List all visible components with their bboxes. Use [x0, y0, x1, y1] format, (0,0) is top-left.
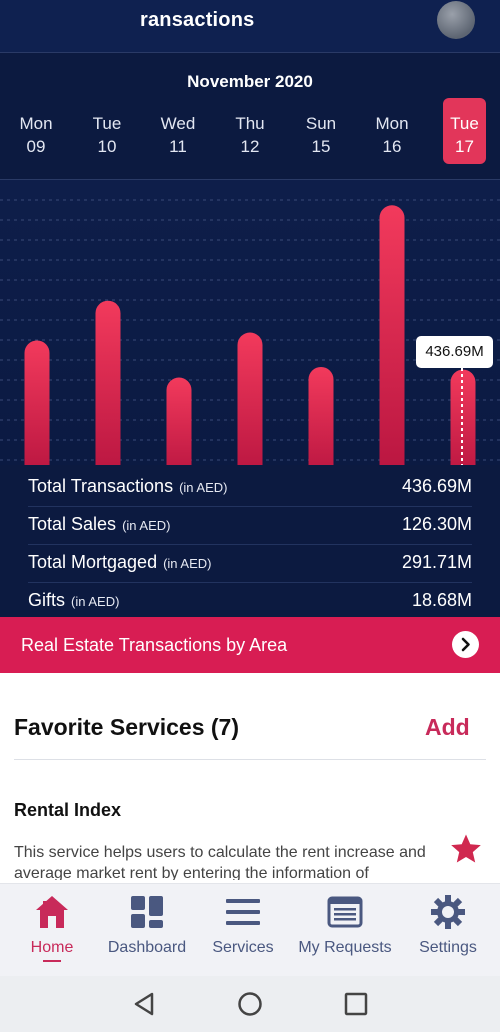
divider: [28, 582, 472, 583]
day-number: 17: [455, 137, 474, 156]
stat-value: 436.69M: [401, 476, 472, 496]
stat-unit: (in AED): [71, 594, 120, 609]
nav-label: Dashboard: [107, 939, 187, 956]
day-name: Mon: [375, 114, 409, 133]
chart-bar-16[interactable]: [379, 205, 405, 465]
day-selector-15[interactable]: Sun 15: [298, 112, 344, 158]
gear-icon: [430, 893, 466, 931]
month-label: November 2020: [187, 72, 313, 91]
favorites-title: Favorite Services (7): [14, 714, 240, 740]
home-icon: [34, 893, 70, 931]
active-tab-indicator: [43, 960, 61, 962]
chart-bar-10[interactable]: [95, 300, 121, 465]
chart-bar-11[interactable]: [166, 377, 192, 465]
chevron-right-icon[interactable]: [452, 631, 479, 658]
day-selector-10[interactable]: Tue 10: [84, 112, 130, 158]
nav-services[interactable]: Services: [195, 893, 291, 957]
divider: [0, 179, 500, 180]
day-name: Tue: [450, 114, 479, 133]
app-header: [0, 0, 500, 52]
transactions-bar-chart: [0, 199, 500, 466]
day-number: 15: [311, 137, 331, 156]
favorites-card: [0, 673, 500, 883]
stat-value: 18.68M: [411, 590, 472, 610]
page-title: ransactions: [140, 9, 255, 31]
day-selector-17[interactable]: Tue 17: [443, 98, 486, 164]
day-selector-11[interactable]: Wed 11: [155, 112, 201, 158]
back-icon[interactable]: [134, 992, 154, 1016]
day-number: 16: [382, 137, 402, 156]
nav-label: My Requests: [298, 939, 392, 956]
bar-value-tooltip: 436.69M: [416, 336, 493, 368]
day-number: 10: [97, 137, 117, 156]
day-selector-09[interactable]: Mon 09: [13, 112, 59, 158]
add-favorite-button[interactable]: Add: [425, 714, 470, 740]
stat-total-transactions: Total Transactions (in AED) 436.69M: [28, 476, 472, 497]
day-number: 12: [240, 137, 260, 156]
stat-value: 291.71M: [401, 552, 472, 572]
recents-icon[interactable]: [344, 992, 368, 1016]
day-name: Mon: [19, 114, 53, 133]
transactions-by-area-banner[interactable]: [0, 617, 500, 673]
nav-label: Services: [212, 939, 274, 956]
nav-my-requests[interactable]: My Requests: [293, 893, 397, 957]
day-selector-16[interactable]: Mon 16: [369, 112, 415, 158]
divider: [0, 52, 500, 53]
nav-dashboard[interactable]: Dashboard: [99, 893, 195, 957]
home-circle-icon[interactable]: [238, 992, 262, 1016]
avatar[interactable]: [437, 1, 475, 39]
chart-bar-09[interactable]: [24, 340, 50, 465]
stat-label: Total Sales: [28, 514, 117, 534]
divider: [28, 506, 472, 507]
day-name: Sun: [305, 114, 337, 133]
stat-label: Gifts: [28, 590, 66, 610]
divider: [14, 759, 486, 760]
stat-total-mortgaged: Total Mortgaged (in AED) 291.71M: [28, 552, 472, 573]
chart-bar-15[interactable]: [308, 366, 334, 465]
stat-gifts: Gifts (in AED) 18.68M: [28, 590, 472, 611]
stat-total-sales: Total Sales (in AED) 126.30M: [28, 514, 472, 535]
service-description: This service helps users to calculate th…: [14, 844, 426, 880]
day-name: Wed: [160, 114, 196, 133]
chart-bar-12[interactable]: [237, 332, 263, 466]
stat-unit: (in AED): [179, 480, 228, 495]
stats-panel: [0, 465, 500, 617]
day-number: 11: [169, 137, 187, 156]
nav-label: Home: [30, 939, 74, 956]
day-name: Thu: [235, 114, 265, 133]
nav-label: Settings: [419, 939, 477, 956]
day-number: 09: [26, 137, 46, 156]
banner-label: Real Estate Transactions by Area: [21, 635, 288, 655]
stat-label: Total Transactions: [28, 476, 174, 496]
star-icon[interactable]: [449, 833, 483, 865]
dashboard-icon: [129, 893, 165, 931]
nav-home[interactable]: Home: [4, 893, 100, 957]
system-navigation-bar: [0, 976, 500, 1032]
bottom-navigation: [0, 883, 500, 977]
stat-unit: (in AED): [122, 518, 171, 533]
requests-icon: [327, 893, 363, 931]
service-title[interactable]: Rental Index: [14, 800, 122, 820]
stat-value: 126.30M: [401, 514, 472, 534]
nav-settings[interactable]: Settings: [400, 893, 496, 957]
stat-unit: (in AED): [163, 556, 212, 571]
menu-icon: [225, 893, 261, 931]
divider: [28, 544, 472, 545]
stat-label: Total Mortgaged: [28, 552, 158, 572]
day-name: Tue: [92, 114, 122, 133]
day-selector-12[interactable]: Thu 12: [227, 112, 273, 158]
